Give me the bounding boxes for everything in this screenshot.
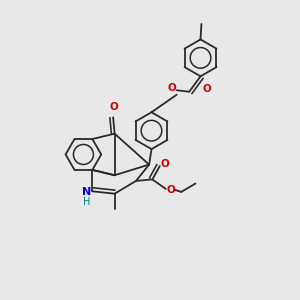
Text: O: O (166, 185, 175, 195)
Text: N: N (82, 188, 91, 197)
Text: O: O (110, 102, 118, 112)
Text: O: O (202, 84, 211, 94)
Text: O: O (167, 83, 176, 93)
Text: O: O (161, 159, 170, 169)
Text: H: H (83, 197, 90, 207)
